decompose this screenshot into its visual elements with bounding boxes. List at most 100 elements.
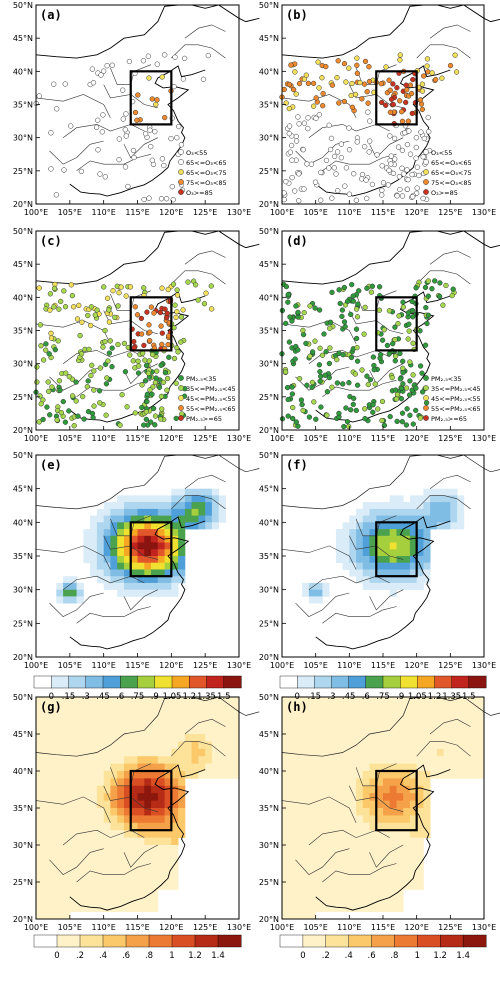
station-marker: [319, 75, 325, 81]
station-marker: [401, 171, 407, 177]
station-marker: [289, 391, 296, 397]
field-cell: [144, 741, 152, 750]
field-cell: [349, 697, 357, 705]
x-tick-label: 115°E: [125, 661, 149, 670]
field-cell: [49, 837, 57, 846]
field-cell: [157, 815, 165, 824]
station-marker: [413, 144, 419, 151]
field-cell: [232, 704, 240, 713]
field-cell: [76, 697, 84, 705]
field-cell: [423, 549, 431, 557]
station-marker: [69, 393, 76, 399]
field-cell: [369, 889, 377, 898]
field-cell: [76, 830, 84, 838]
y-tick-label: 40°N: [13, 518, 33, 527]
field-cell: [322, 904, 330, 912]
station-marker: [361, 331, 367, 337]
field-cell: [232, 771, 240, 779]
station-marker: [310, 80, 317, 87]
field-cell: [308, 778, 316, 787]
field-cell: [110, 576, 118, 584]
station-marker: [353, 197, 360, 203]
field-cell: [110, 837, 118, 846]
station-marker: [34, 379, 40, 385]
field-cell: [63, 697, 71, 705]
field-cell: [110, 697, 118, 705]
field-cell: [356, 711, 364, 720]
field-cell: [144, 508, 152, 516]
field-cell: [342, 859, 350, 868]
field-cell: [130, 874, 138, 883]
field-cell: [36, 719, 44, 727]
station-marker: [158, 196, 165, 202]
station-marker: [313, 416, 319, 422]
field-cell: [349, 859, 357, 868]
field-cell: [103, 549, 111, 557]
station-marker: [174, 287, 180, 293]
field-cell: [198, 726, 206, 735]
field-cell: [295, 704, 303, 713]
field-cell: [342, 882, 350, 890]
field-cell: [376, 882, 384, 890]
field-cell: [436, 741, 444, 750]
field-cell: [282, 867, 290, 875]
field-cell: [157, 822, 165, 831]
y-tick-label: 25°N: [259, 878, 279, 887]
field-cell: [103, 882, 111, 890]
field-cell: [308, 726, 316, 735]
province-boundary: [295, 592, 350, 617]
station-marker: [286, 81, 293, 88]
field-cell: [369, 549, 377, 557]
field-cell: [362, 904, 370, 912]
field-cell: [56, 904, 64, 912]
field-cell: [90, 771, 98, 779]
field-cell: [349, 800, 357, 809]
field-cell: [110, 800, 118, 809]
field-cell: [130, 852, 138, 861]
field-cell: [225, 734, 233, 742]
station-marker: [195, 297, 201, 303]
field-cell: [308, 845, 316, 853]
field-cell: [90, 800, 98, 809]
colorbar-tick-label: 0: [49, 692, 54, 702]
province-boundary: [369, 589, 404, 611]
field-cell: [171, 726, 179, 735]
field-cell: [137, 800, 145, 809]
field-cell: [124, 515, 132, 523]
field-cell: [117, 882, 125, 890]
colorbar-swatch: [120, 675, 139, 689]
field-cell: [396, 793, 404, 801]
field-cell: [302, 800, 310, 809]
field-cell: [308, 589, 316, 597]
station-marker: [159, 406, 165, 412]
field-cell: [124, 719, 132, 727]
station-marker: [283, 283, 290, 290]
field-cell: [369, 522, 377, 530]
colorbar-tick-label: .4: [345, 951, 353, 961]
station-marker: [49, 384, 55, 390]
field-cell: [76, 800, 84, 809]
field-cell: [369, 719, 377, 727]
field-cell: [295, 800, 303, 809]
field-cell: [295, 837, 303, 846]
field-cell: [356, 859, 364, 868]
station-marker: [115, 341, 121, 348]
station-marker: [397, 98, 403, 104]
field-cell: [362, 896, 370, 905]
field-cell: [389, 576, 397, 584]
field-cell: [63, 719, 71, 727]
field-cell: [191, 697, 199, 705]
station-marker: [140, 58, 147, 64]
field-cell: [137, 793, 145, 801]
field-cell: [63, 576, 71, 584]
field-cell: [63, 785, 71, 794]
station-marker: [403, 82, 409, 88]
field-cell: [137, 837, 145, 846]
field-cell: [130, 808, 138, 816]
field-cell: [49, 882, 57, 890]
field-cell: [36, 763, 44, 772]
field-cell: [302, 904, 310, 912]
station-marker: [142, 378, 149, 384]
field-cell: [409, 502, 417, 510]
y-tick-label: 30°N: [259, 841, 279, 850]
